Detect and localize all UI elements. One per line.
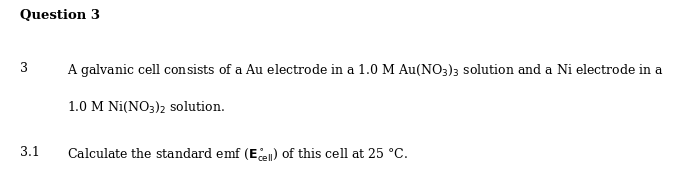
Text: Question 3: Question 3 [20, 9, 100, 22]
Text: A galvanic cell consists of a Au electrode in a 1.0 M Au(NO$_3$)$_3$ solution an: A galvanic cell consists of a Au electro… [67, 62, 663, 79]
Text: Calculate the standard emf ($\mathbf{E}^\circ_{\mathrm{cell}}$) of this cell at : Calculate the standard emf ($\mathbf{E}^… [67, 146, 407, 164]
Text: 3: 3 [20, 62, 29, 75]
Text: 3.1: 3.1 [20, 146, 40, 159]
Text: 1.0 M Ni(NO$_3$)$_2$ solution.: 1.0 M Ni(NO$_3$)$_2$ solution. [67, 100, 225, 115]
